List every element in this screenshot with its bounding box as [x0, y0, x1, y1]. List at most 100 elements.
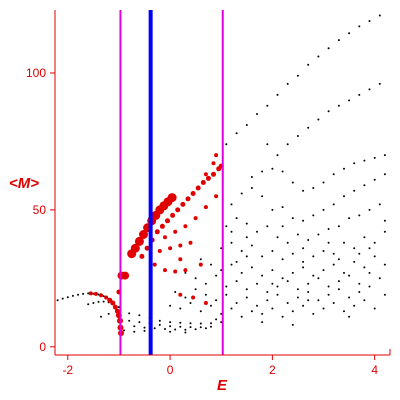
data-point-192 — [245, 296, 248, 299]
data-point-190 — [225, 293, 228, 296]
data-point-60 — [276, 93, 279, 96]
data-point-75 — [307, 126, 310, 129]
data-point-191 — [235, 302, 238, 304]
data-point-164 — [383, 263, 386, 266]
highlight-point-58 — [198, 262, 203, 267]
data-point-92 — [343, 167, 345, 170]
data-point-109 — [353, 189, 356, 192]
data-point-101 — [271, 208, 274, 211]
highlight-point-37 — [195, 185, 201, 191]
highlight-point-39 — [205, 175, 211, 181]
data-point-99 — [250, 187, 253, 189]
data-point-226 — [373, 307, 376, 310]
data-point-123 — [327, 228, 330, 230]
data-point-27 — [179, 321, 182, 324]
data-point-49 — [204, 327, 207, 330]
highlight-point-54 — [173, 269, 178, 274]
data-point-54 — [184, 331, 187, 334]
data-point-179 — [327, 285, 330, 288]
data-point-175 — [286, 280, 289, 283]
data-point-151 — [250, 266, 253, 269]
data-point-40 — [199, 326, 202, 329]
data-point-100 — [261, 195, 264, 198]
data-point-167 — [204, 282, 207, 285]
data-point-178 — [317, 277, 320, 280]
data-point-104 — [302, 219, 305, 222]
highlight-point-16 — [130, 243, 140, 253]
data-point-36 — [158, 323, 161, 326]
data-point-76 — [317, 118, 320, 121]
data-point-120 — [296, 233, 299, 236]
data-point-204 — [368, 285, 371, 288]
highlight-point-35 — [185, 196, 191, 202]
data-point-63 — [307, 63, 310, 66]
data-point-19 — [100, 315, 102, 318]
data-point-20 — [107, 312, 110, 315]
data-point-138 — [312, 255, 315, 258]
data-point-137 — [302, 260, 305, 263]
data-point-25 — [158, 319, 161, 322]
data-point-157 — [312, 274, 315, 277]
data-point-89 — [312, 187, 315, 189]
data-point-23 — [138, 314, 141, 317]
highlight-point-30 — [159, 223, 165, 229]
data-point-48 — [194, 328, 197, 331]
x-tick-label-0: -2 — [62, 363, 73, 377]
data-point-200 — [327, 293, 330, 296]
data-point-243 — [383, 219, 386, 222]
data-point-121 — [307, 239, 310, 241]
highlight-point-14 — [121, 271, 130, 280]
data-point-68 — [358, 25, 361, 28]
data-point-43 — [143, 326, 146, 329]
data-point-180 — [337, 280, 340, 283]
data-point-126 — [358, 214, 361, 217]
data-point-83 — [250, 176, 253, 178]
data-point-215 — [261, 312, 264, 315]
highlight-point-34 — [180, 201, 186, 207]
data-point-85 — [271, 167, 274, 170]
data-point-242 — [368, 247, 371, 250]
data-point-59 — [266, 104, 269, 107]
highlight-point-47 — [203, 205, 208, 210]
highlight-point-17 — [134, 236, 144, 246]
data-point-211 — [220, 312, 223, 315]
data-point-150 — [240, 271, 243, 274]
data-point-90 — [322, 181, 325, 184]
data-point-239 — [215, 318, 218, 321]
data-point-7 — [92, 292, 95, 295]
data-point-6 — [87, 292, 90, 295]
highlight-point-6 — [112, 304, 118, 310]
data-point-220 — [312, 312, 315, 315]
highlight-point-3 — [104, 295, 109, 300]
data-point-39 — [189, 326, 192, 329]
data-point-50 — [123, 329, 125, 332]
data-point-117 — [266, 225, 269, 228]
data-point-94 — [363, 159, 366, 162]
data-point-229 — [281, 225, 284, 228]
highlight-point-57 — [178, 257, 183, 262]
highlight-point-60 — [191, 295, 196, 300]
data-point-181 — [348, 274, 351, 277]
data-point-176 — [296, 288, 299, 291]
data-point-198 — [307, 291, 310, 293]
data-point-113 — [225, 225, 228, 228]
y-tick-label-0: 0 — [39, 340, 46, 354]
data-point-212 — [230, 307, 233, 310]
highlight-point-32 — [170, 212, 176, 218]
highlight-point-27 — [144, 245, 150, 251]
data-point-147 — [210, 263, 212, 266]
highlight-point-18 — [139, 230, 148, 239]
highlight-point-29 — [154, 229, 160, 235]
data-point-79 — [348, 99, 351, 102]
data-point-184 — [378, 277, 381, 280]
highlight-point-25 — [167, 193, 177, 203]
data-point-62 — [296, 74, 299, 77]
data-point-44 — [153, 327, 156, 330]
data-point-0 — [56, 299, 59, 302]
data-point-197 — [296, 296, 299, 299]
data-point-185 — [174, 291, 177, 293]
data-point-71 — [266, 143, 269, 146]
data-point-205 — [383, 293, 386, 296]
data-point-103 — [291, 217, 294, 220]
data-point-136 — [291, 252, 294, 255]
